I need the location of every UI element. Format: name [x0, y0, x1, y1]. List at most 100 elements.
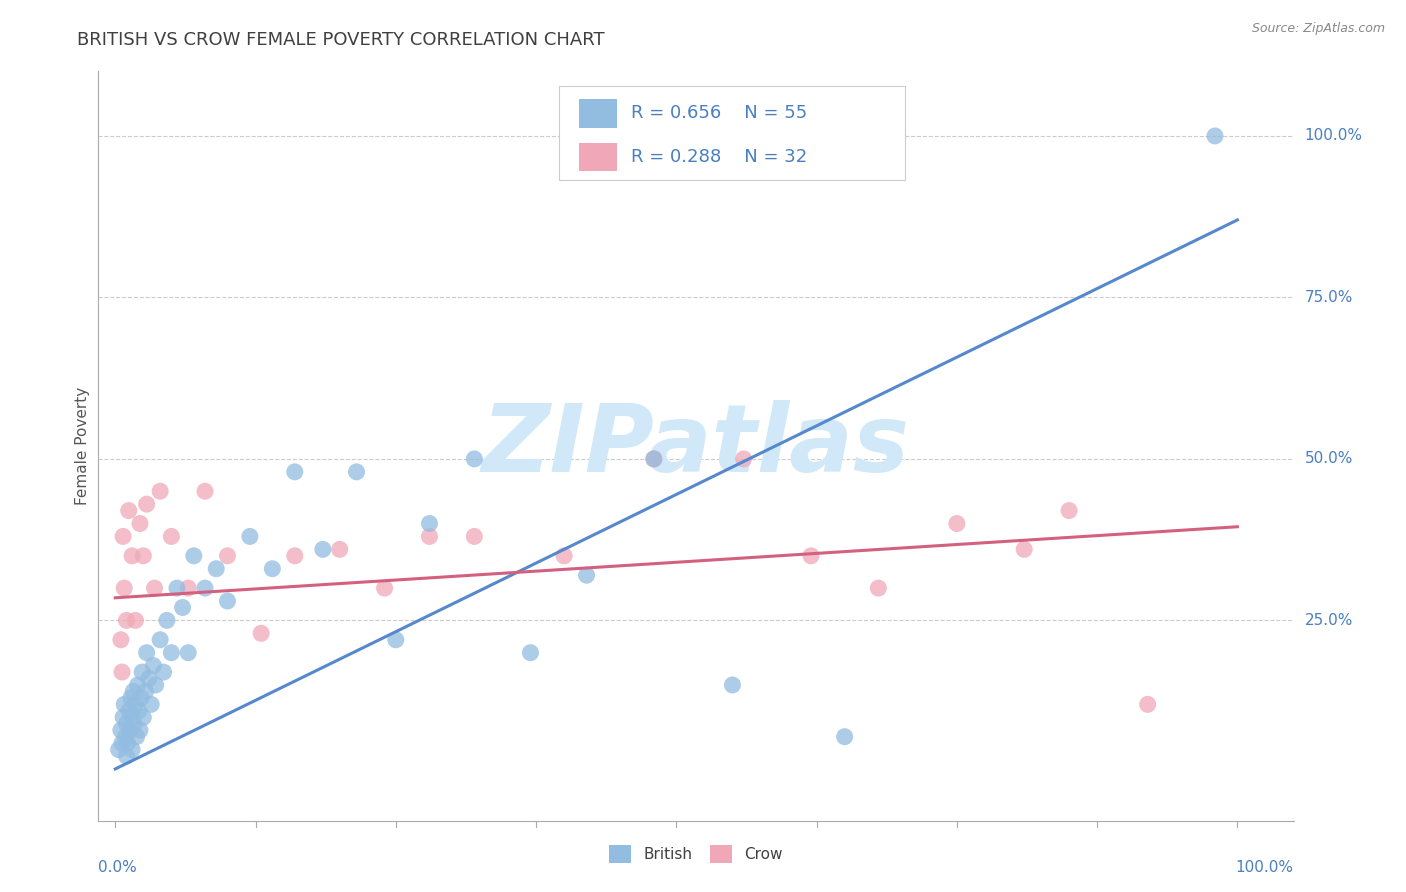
- Point: [135, 497, 157, 511]
- Point: [205, 562, 228, 576]
- Point: [131, 665, 153, 679]
- Point: [721, 678, 744, 692]
- Text: 25.0%: 25.0%: [1305, 613, 1353, 628]
- Point: [115, 614, 138, 628]
- Point: [129, 723, 152, 738]
- Point: [132, 710, 155, 724]
- Point: [834, 730, 856, 744]
- Point: [217, 594, 239, 608]
- Point: [250, 626, 273, 640]
- Point: [112, 710, 135, 724]
- Point: [143, 581, 166, 595]
- Point: [145, 678, 167, 692]
- Point: [284, 465, 307, 479]
- Point: [385, 632, 408, 647]
- Point: [142, 658, 165, 673]
- Text: R = 0.288    N = 32: R = 0.288 N = 32: [631, 148, 807, 166]
- Point: [124, 614, 146, 628]
- Point: [115, 716, 138, 731]
- Point: [553, 549, 575, 563]
- Point: [110, 632, 132, 647]
- Point: [107, 742, 129, 756]
- Point: [463, 451, 485, 466]
- Point: [418, 529, 440, 543]
- Point: [118, 503, 141, 517]
- Text: 0.0%: 0.0%: [98, 860, 138, 874]
- Point: [800, 549, 823, 563]
- Point: [149, 484, 172, 499]
- Point: [111, 665, 134, 679]
- Text: 100.0%: 100.0%: [1305, 128, 1362, 144]
- Point: [112, 529, 135, 543]
- Point: [124, 716, 146, 731]
- Point: [132, 549, 155, 563]
- Point: [177, 646, 200, 660]
- Point: [172, 600, 194, 615]
- Point: [149, 632, 172, 647]
- Point: [122, 684, 145, 698]
- Point: [312, 542, 335, 557]
- Point: [346, 465, 368, 479]
- Point: [374, 581, 396, 595]
- Point: [1136, 698, 1159, 712]
- Point: [194, 581, 217, 595]
- Point: [418, 516, 440, 531]
- Legend: British, Crow: British, Crow: [603, 839, 789, 869]
- Point: [868, 581, 890, 595]
- Point: [239, 529, 262, 543]
- Point: [111, 736, 134, 750]
- Point: [733, 451, 755, 466]
- Point: [1204, 128, 1226, 143]
- Point: [643, 451, 665, 466]
- FancyBboxPatch shape: [579, 143, 617, 171]
- Point: [138, 672, 160, 686]
- Point: [121, 742, 143, 756]
- Point: [135, 646, 157, 660]
- Point: [115, 749, 138, 764]
- Text: R = 0.656    N = 55: R = 0.656 N = 55: [631, 104, 807, 122]
- Point: [141, 698, 163, 712]
- Text: 100.0%: 100.0%: [1236, 860, 1294, 874]
- Point: [284, 549, 307, 563]
- Text: ZIPatlas: ZIPatlas: [482, 400, 910, 492]
- Point: [128, 704, 150, 718]
- Point: [120, 690, 142, 705]
- FancyBboxPatch shape: [579, 99, 617, 128]
- Point: [262, 562, 284, 576]
- Point: [114, 730, 136, 744]
- Point: [177, 581, 200, 595]
- Point: [575, 568, 598, 582]
- Point: [125, 730, 148, 744]
- Point: [463, 529, 485, 543]
- Point: [217, 549, 239, 563]
- Text: Source: ZipAtlas.com: Source: ZipAtlas.com: [1251, 22, 1385, 36]
- Text: BRITISH VS CROW FEMALE POVERTY CORRELATION CHART: BRITISH VS CROW FEMALE POVERTY CORRELATI…: [77, 31, 605, 49]
- Point: [160, 529, 183, 543]
- Text: 50.0%: 50.0%: [1305, 451, 1353, 467]
- Y-axis label: Female Poverty: Female Poverty: [75, 387, 90, 505]
- Point: [156, 614, 179, 628]
- Point: [121, 710, 143, 724]
- Point: [1012, 542, 1035, 557]
- Point: [129, 516, 152, 531]
- Point: [152, 665, 174, 679]
- Point: [946, 516, 969, 531]
- Text: 75.0%: 75.0%: [1305, 290, 1353, 305]
- Point: [112, 581, 135, 595]
- Point: [183, 549, 205, 563]
- Point: [643, 451, 665, 466]
- Point: [118, 723, 141, 738]
- Point: [129, 690, 152, 705]
- Point: [121, 549, 143, 563]
- Point: [112, 698, 135, 712]
- Point: [1057, 503, 1080, 517]
- Point: [118, 704, 141, 718]
- Point: [166, 581, 188, 595]
- Point: [519, 646, 541, 660]
- FancyBboxPatch shape: [558, 87, 905, 180]
- Point: [110, 723, 132, 738]
- Point: [117, 736, 139, 750]
- Point: [135, 684, 157, 698]
- Point: [127, 678, 149, 692]
- Point: [124, 698, 146, 712]
